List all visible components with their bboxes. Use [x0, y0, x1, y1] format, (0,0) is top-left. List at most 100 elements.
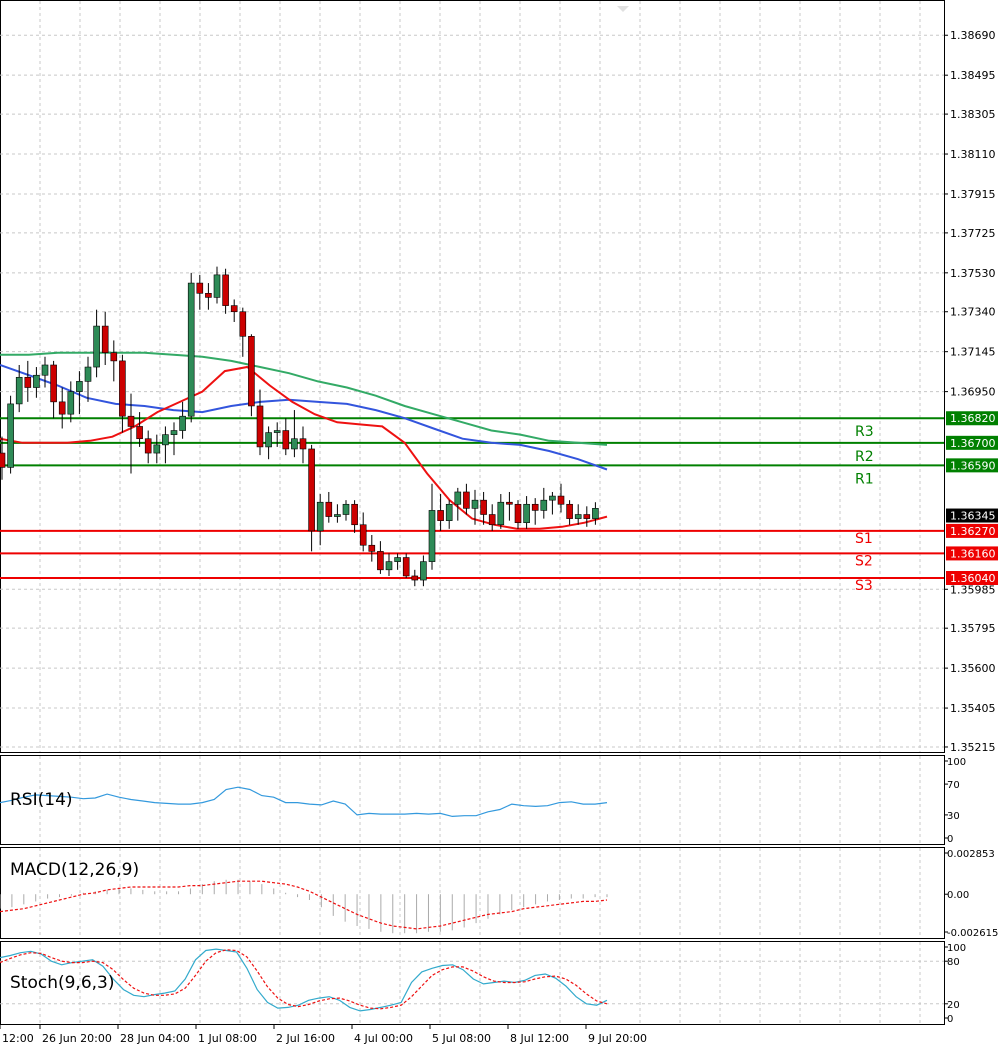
candle-body: [566, 503, 573, 519]
candle[interactable]: [540, 487, 548, 519]
candle[interactable]: [454, 487, 462, 521]
candle[interactable]: [411, 569, 419, 587]
candle[interactable]: [471, 489, 479, 525]
candle[interactable]: [248, 334, 255, 417]
candle[interactable]: [273, 422, 281, 447]
candle[interactable]: [76, 371, 83, 415]
candle[interactable]: [222, 268, 229, 314]
candle[interactable]: [265, 426, 272, 460]
candle-body: [0, 452, 6, 468]
candle[interactable]: [136, 412, 143, 447]
candle[interactable]: [351, 500, 358, 533]
candle-body: [187, 282, 195, 417]
candle[interactable]: [488, 504, 496, 531]
candle[interactable]: [205, 283, 212, 310]
candle[interactable]: [334, 504, 341, 523]
candle[interactable]: [437, 494, 444, 531]
candle[interactable]: [497, 494, 505, 529]
candle-body: [299, 438, 307, 450]
candle[interactable]: [377, 541, 384, 574]
candle[interactable]: [531, 498, 539, 525]
panel-frame: [0, 941, 945, 1025]
candle[interactable]: [58, 387, 66, 429]
candlesticks[interactable]: [0, 266, 599, 587]
candle[interactable]: [583, 506, 591, 527]
candle-body: [574, 514, 582, 519]
candle[interactable]: [368, 534, 376, 562]
candle[interactable]: [480, 491, 487, 525]
candle[interactable]: [7, 395, 14, 474]
candle-body: [84, 366, 92, 382]
candle[interactable]: [359, 512, 367, 552]
candle[interactable]: [179, 401, 186, 439]
candle[interactable]: [445, 500, 453, 529]
candle-body: [308, 448, 315, 532]
candle[interactable]: [523, 496, 530, 529]
candle[interactable]: [24, 360, 32, 402]
candle[interactable]: [41, 356, 49, 388]
candle[interactable]: [84, 356, 92, 402]
time-tick-label: 2 Jul 16:00: [276, 1032, 335, 1045]
candle[interactable]: [549, 491, 556, 515]
candle[interactable]: [463, 483, 470, 515]
candle[interactable]: [15, 364, 23, 413]
candle-body: [291, 438, 298, 450]
moving-average-red: [0, 365, 608, 530]
time-tick-label: 26 Jun 20:00: [42, 1032, 112, 1045]
candle[interactable]: [110, 340, 118, 382]
candle[interactable]: [101, 311, 109, 365]
stoch-k-line: [0, 948, 608, 1012]
candle[interactable]: [514, 500, 522, 529]
candle[interactable]: [325, 491, 333, 523]
price-tick-label: 1.38495: [950, 69, 996, 82]
scroll-marker: [617, 6, 629, 12]
candle[interactable]: [506, 491, 513, 521]
macd-label: MACD(12,26,9): [10, 860, 139, 880]
candle[interactable]: [187, 272, 195, 423]
time-tick-label: 5 Jul 08:00: [432, 1032, 491, 1045]
candle[interactable]: [402, 553, 410, 579]
candle[interactable]: [162, 426, 169, 464]
candle[interactable]: [420, 555, 427, 587]
candle[interactable]: [239, 307, 247, 357]
candle-body: [428, 510, 436, 562]
candle[interactable]: [557, 483, 565, 513]
candle[interactable]: [574, 504, 582, 525]
candle-body: [411, 575, 419, 581]
candle[interactable]: [385, 553, 393, 576]
candle[interactable]: [282, 418, 290, 456]
candle[interactable]: [299, 426, 307, 464]
candle[interactable]: [0, 436, 6, 480]
candle[interactable]: [93, 309, 100, 378]
candle[interactable]: [394, 553, 401, 570]
candle-body: [463, 491, 470, 509]
candle-body: [523, 503, 530, 524]
candle[interactable]: [196, 274, 204, 310]
candle[interactable]: [213, 266, 221, 304]
candle[interactable]: [50, 360, 57, 419]
candle[interactable]: [230, 299, 238, 322]
candle-body: [7, 403, 14, 468]
price-tick-label: 1.36950: [950, 386, 996, 399]
time-tick-label: 8 Jul 12:00: [510, 1032, 569, 1045]
candle-body: [205, 293, 212, 298]
price-tick-label: 1.35985: [950, 583, 996, 596]
candle[interactable]: [566, 500, 573, 525]
candle[interactable]: [291, 410, 298, 458]
candle[interactable]: [33, 367, 40, 398]
candle[interactable]: [170, 422, 178, 456]
candle[interactable]: [316, 494, 324, 546]
candle-body: [282, 430, 290, 450]
candle[interactable]: [592, 502, 599, 525]
candle[interactable]: [67, 381, 75, 423]
candle[interactable]: [256, 389, 264, 456]
candle[interactable]: [342, 500, 350, 521]
candle[interactable]: [428, 483, 436, 570]
candle[interactable]: [119, 354, 126, 433]
candle[interactable]: [308, 444, 315, 552]
candle[interactable]: [144, 430, 152, 464]
candle[interactable]: [127, 393, 135, 474]
candle[interactable]: [153, 434, 161, 464]
current-price-box: [946, 508, 998, 523]
